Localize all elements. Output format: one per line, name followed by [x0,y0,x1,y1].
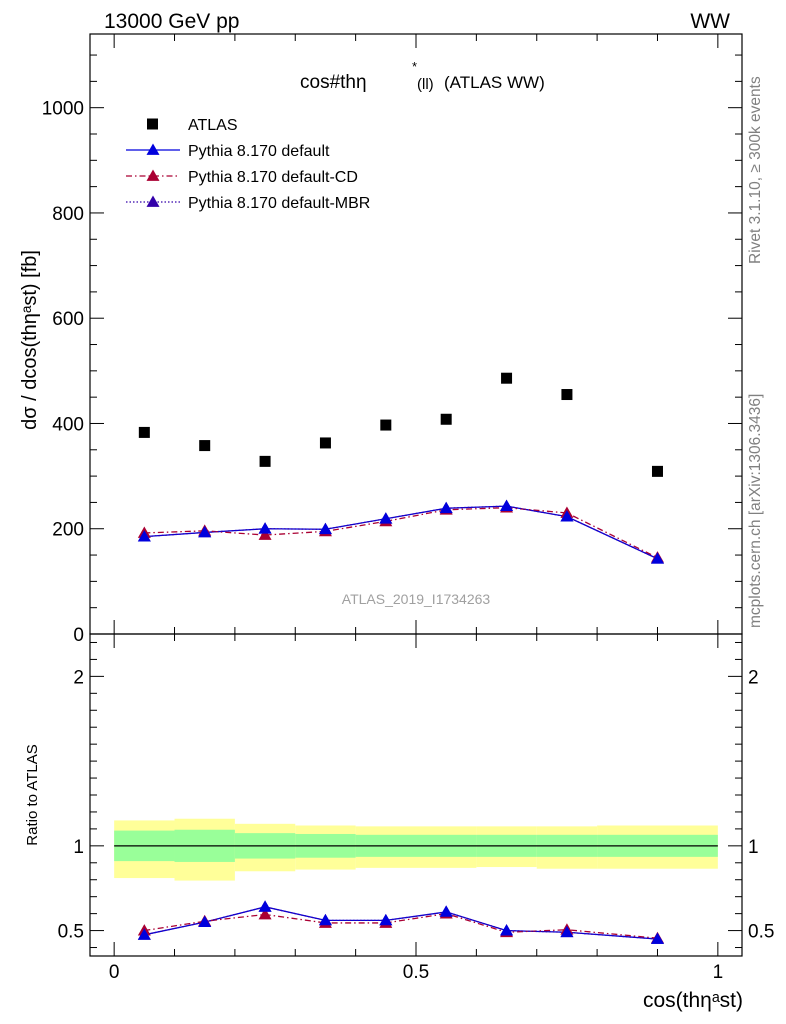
y-tick-label: 0 [73,625,84,646]
series-point [500,499,514,511]
series-point [318,522,332,535]
data-point [440,413,452,425]
title-sup: * [412,59,417,74]
ratio-panel: 0.5 0.5 1 1 2 2 0 0.5 1 [58,633,774,983]
data-point [319,437,331,449]
ratio-point [439,905,453,917]
ratio-y-tick-label-right: 2 [748,667,759,688]
plot-title: cos#thη * (ll) (ATLAS WW) [300,59,545,93]
title-sub: (ll) [417,76,434,93]
y-tick-label: 600 [52,309,84,330]
legend-marker [146,195,160,207]
series-point [137,530,151,542]
series-point [198,525,212,538]
rivet-label: Rivet 3.1.10, ≥ 300k events [747,76,764,264]
y-axis-title-ratio: Ratio to ATLAS [24,744,41,845]
legend-label: Pythia 8.170 default-MBR [188,195,370,212]
y-axis-title-main: dσ / dcos(thηᵃst) [fb] [19,250,41,430]
ratio-y-tick-label: 2 [73,667,84,688]
legend-marker [147,118,158,130]
ratio-point [500,924,514,936]
title-main: cos#thη [300,72,367,93]
mcplots-label: mcplots.cern.ch [arXiv:1306.3436] [747,394,764,628]
legend-label: Pythia 8.170 default-CD [188,169,358,186]
x-tick-label: 0.5 [403,962,429,983]
x-axis-title: cos(thηᵃst) [643,989,743,1012]
main-panel: 0 200 400 600 800 1000 [42,33,743,646]
data-point [138,426,150,438]
data-point [199,440,211,452]
header-left: 13000 GeV pp [104,10,239,33]
ratio-line [144,906,658,940]
series-point [379,512,393,524]
data-point [651,465,663,477]
ratio-point [137,928,151,940]
series-point [560,510,574,522]
ratio-line [144,906,658,940]
analysis-watermark: ATLAS_2019_I1734263 [342,591,491,607]
series-point [258,522,272,534]
ratio-point [198,915,212,927]
legend: ATLAS Pythia 8.170 default Pythia 8.170 de… [126,117,370,212]
y-tick-label: 1000 [42,99,84,120]
ratio-y-tick-label-right: 0.5 [748,922,774,943]
legend-marker [146,169,160,181]
title-tail: (ATLAS WW) [444,73,545,92]
ratio-point [379,913,393,926]
series-line [144,507,658,559]
ratio-point [560,925,574,938]
y-tick-label: 200 [52,520,84,541]
series-point [439,501,453,514]
ratio-y-tick-label: 1 [73,837,84,858]
legend-label: ATLAS [188,117,238,134]
data-point [561,389,573,401]
ratio-y-tick-label-right: 1 [748,837,759,858]
header-right: WW [690,10,730,33]
ratio-y-tick-label: 0.5 [58,922,84,943]
legend-label: Pythia 8.170 default [188,143,330,160]
ratio-frame [89,633,743,957]
ratio-point [258,900,272,912]
data-point [259,455,271,467]
legend-marker [146,143,160,155]
ratio-point [318,913,332,926]
x-tick-label: 1 [713,962,724,983]
data-point [501,372,513,384]
y-tick-label: 800 [52,204,84,225]
series-point [258,528,272,540]
y-tick-label: 400 [52,414,84,435]
ratio-point [650,932,664,944]
x-tick-label: 0 [109,962,120,983]
ratio-point [258,907,272,920]
series-point [650,552,664,564]
data-point [380,419,392,431]
